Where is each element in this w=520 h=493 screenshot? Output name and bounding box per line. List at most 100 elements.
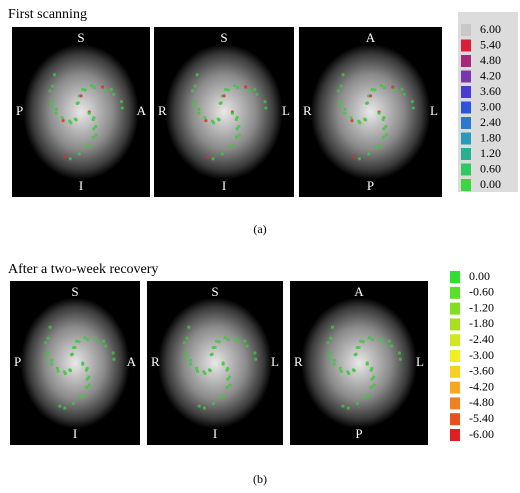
orientation-label: A <box>366 30 376 45</box>
tract-dot <box>87 383 91 387</box>
tract-dot <box>337 104 342 108</box>
tract-dot <box>378 337 383 341</box>
colorbar-label: -3.00 <box>469 348 494 362</box>
tract-dot <box>244 85 248 89</box>
colorbar-label: 4.20 <box>480 68 501 82</box>
tract-dot <box>381 340 385 344</box>
brain-slice <box>20 297 130 429</box>
tract-dot <box>382 85 387 90</box>
tract-dot <box>58 404 62 408</box>
colorbar-label: -1.80 <box>469 316 494 330</box>
tract-dot <box>184 350 189 355</box>
tract-dot <box>338 366 342 371</box>
tract-dot <box>381 135 385 139</box>
tract-dot <box>398 357 402 361</box>
colorbar-swatch <box>450 429 460 441</box>
colorbar-label: 1.20 <box>480 146 501 160</box>
tract-dot <box>194 366 199 371</box>
tract-dot <box>91 135 95 139</box>
tract-dot <box>225 368 229 372</box>
tract-dot <box>88 144 92 148</box>
tract-dot <box>263 100 267 104</box>
panel-title: First scanning <box>8 7 87 22</box>
orientation-label: L <box>430 103 438 118</box>
tract-dot <box>84 145 88 149</box>
tract-dot <box>377 111 381 115</box>
tract-dot <box>94 124 98 129</box>
tract-dot <box>49 104 53 108</box>
tract-dot <box>366 101 370 105</box>
tract-dot <box>379 84 384 88</box>
colorbar-label: -2.40 <box>469 332 494 346</box>
tract-dot <box>51 84 55 88</box>
tract-dot <box>378 144 382 148</box>
colorbar-swatch <box>461 163 471 176</box>
tract-dot <box>363 117 367 121</box>
tract-dot <box>237 133 241 137</box>
tract-dot <box>330 325 335 329</box>
tract-dot <box>81 394 86 398</box>
tract-dot <box>343 111 347 115</box>
tract-dot <box>46 336 50 340</box>
tract-dot <box>89 84 94 88</box>
tract-dot <box>92 127 96 131</box>
tract-dot <box>210 119 215 123</box>
tract-dot <box>50 358 54 362</box>
colorbar-label: 0.00 <box>480 177 501 191</box>
tract-dot <box>210 352 214 356</box>
tract-dot <box>237 124 241 129</box>
tract-dot <box>362 395 366 399</box>
orientation-label: I <box>213 426 217 441</box>
tract-dot <box>234 337 238 341</box>
colorbar-swatch <box>461 101 471 114</box>
tract-dot <box>54 111 58 115</box>
tract-dot <box>222 394 226 398</box>
tract-dot <box>223 336 227 340</box>
brain-slice <box>157 297 273 429</box>
tract-dot <box>68 368 72 372</box>
tract-dot <box>83 336 87 340</box>
tract-dot <box>370 377 374 381</box>
tract-dot <box>111 351 115 355</box>
tract-dot <box>365 362 369 366</box>
tract-dot <box>245 344 249 348</box>
tract-dot <box>397 351 402 355</box>
tract-dot <box>104 344 108 348</box>
tract-dot <box>222 94 226 98</box>
brain-slice <box>310 44 431 180</box>
tract-dot <box>264 106 268 110</box>
orientation-label: R <box>294 354 303 369</box>
orientation-label: P <box>355 426 362 441</box>
colorbar-label: 5.40 <box>480 37 501 51</box>
colorbar-swatch <box>450 302 460 315</box>
tract-dot <box>91 117 95 122</box>
orientation-label: S <box>211 284 218 299</box>
brain-slice <box>301 297 417 429</box>
orientation-label: S <box>220 30 227 45</box>
tract-dot <box>349 116 353 120</box>
tract-dot <box>68 157 72 161</box>
tract-dot <box>204 119 208 123</box>
tract-dot <box>73 345 77 350</box>
tract-dot <box>48 89 52 93</box>
tract-dot <box>92 85 97 90</box>
tract-dot <box>234 117 238 122</box>
tract-dot <box>384 133 388 137</box>
colorbar-swatch <box>461 39 471 52</box>
orientation-label: A <box>354 284 364 299</box>
tract-dot <box>103 88 107 93</box>
tract-dot <box>227 375 232 379</box>
tract-dot <box>227 145 231 149</box>
tract-dot <box>400 87 404 92</box>
tract-dot <box>213 345 217 350</box>
tract-dot <box>44 341 48 345</box>
tract-dot <box>220 152 224 156</box>
tract-dot <box>329 336 333 340</box>
tract-dot <box>216 117 220 121</box>
tract-dot <box>193 84 197 88</box>
tract-dot <box>234 135 239 139</box>
panel-caption: (a) <box>253 222 266 236</box>
tract-dot <box>111 92 116 97</box>
panel-caption: (b) <box>253 472 267 486</box>
